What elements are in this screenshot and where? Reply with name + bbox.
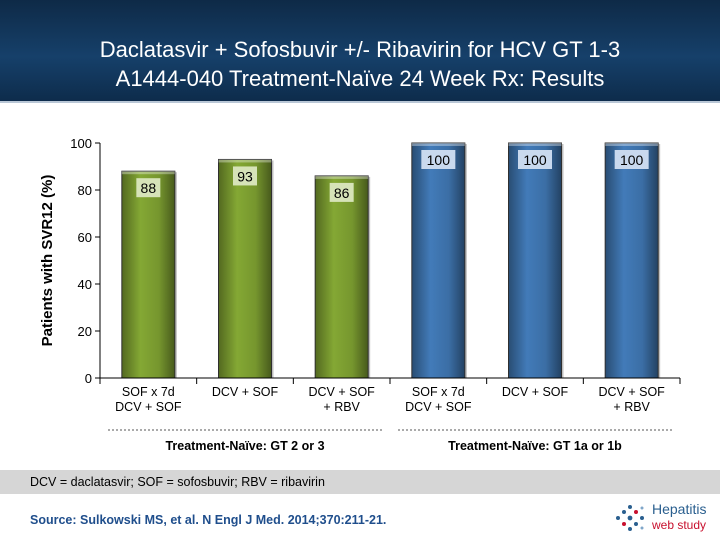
y-tick-label: 0 bbox=[85, 371, 92, 386]
y-tick-label: 80 bbox=[78, 183, 92, 198]
slide-title-line-1: Daclatasvir + Sofosbuvir +/- Ribavirin f… bbox=[99, 37, 621, 62]
data-label-box bbox=[518, 150, 552, 169]
bar-chart: Patients with SVR12 (%) 0 20 40 60 80 100 88 93 8… bbox=[39, 136, 681, 453]
bar bbox=[314, 175, 369, 379]
slide-header bbox=[0, 0, 720, 103]
group-label: Treatment-Naïve: GT 1a or 1b bbox=[448, 439, 622, 453]
data-label: 100 bbox=[620, 152, 644, 168]
data-label-box bbox=[614, 150, 649, 169]
x-tick-label: + RBV bbox=[323, 400, 360, 414]
source-citation: Source: Sulkowski MS, et al. N Engl J Me… bbox=[30, 513, 387, 527]
slide-title-line-2: A1444-040 Treatment-Naïve 24 Week Rx: Re… bbox=[115, 66, 605, 91]
data-label-box bbox=[233, 166, 257, 186]
x-tick-label: DCV + SOF bbox=[598, 385, 665, 399]
x-tick-label: DCV + SOF bbox=[405, 400, 472, 414]
data-label-box bbox=[329, 182, 354, 202]
data-label: 100 bbox=[427, 152, 451, 168]
data-label-box bbox=[421, 150, 456, 169]
bar-highlight bbox=[508, 143, 562, 146]
bar bbox=[218, 158, 272, 379]
footnote: DCV = daclatasvir; SOF = sofosbuvir; RBV… bbox=[30, 475, 325, 489]
logo-dots-icon bbox=[616, 505, 644, 531]
y-tick-label: 100 bbox=[70, 136, 92, 151]
y-tick-label: 40 bbox=[78, 277, 92, 292]
x-tick-label: SOF x 7d bbox=[122, 385, 175, 399]
x-tick-label: + RBV bbox=[613, 400, 650, 414]
logo-text-web-study: web study bbox=[652, 518, 707, 532]
data-label: 86 bbox=[334, 185, 350, 201]
x-tick-label: SOF x 7d bbox=[412, 385, 465, 399]
footnote-bar bbox=[0, 470, 720, 494]
bar bbox=[411, 142, 466, 379]
x-tick-label: DCV + SOF bbox=[308, 385, 375, 399]
bar bbox=[121, 170, 176, 379]
data-label: 88 bbox=[141, 180, 157, 196]
y-tick-label: 20 bbox=[78, 324, 92, 339]
x-tick-label: DCV + SOF bbox=[502, 385, 569, 399]
x-tick-label: DCV + SOF bbox=[212, 385, 279, 399]
x-tick-label: DCV + SOF bbox=[115, 400, 182, 414]
data-label-box bbox=[136, 178, 161, 198]
data-label: 93 bbox=[237, 168, 253, 184]
y-axis-label: Patients with SVR12 (%) bbox=[39, 175, 56, 347]
bar-highlight bbox=[605, 143, 659, 146]
bar-highlight bbox=[218, 159, 272, 163]
hepatitis-web-study-logo: Hepatitis web study bbox=[612, 500, 712, 536]
bar-highlight bbox=[315, 175, 369, 179]
y-tick-label: 60 bbox=[78, 230, 92, 245]
bar bbox=[604, 142, 659, 379]
header-divider bbox=[0, 101, 720, 103]
logo-text-hepatitis: Hepatitis bbox=[652, 501, 707, 517]
data-label: 100 bbox=[523, 152, 547, 168]
bar-highlight bbox=[121, 171, 175, 175]
bar bbox=[508, 142, 562, 379]
bar-highlight bbox=[411, 143, 465, 146]
group-label: Treatment-Naïve: GT 2 or 3 bbox=[165, 439, 324, 453]
